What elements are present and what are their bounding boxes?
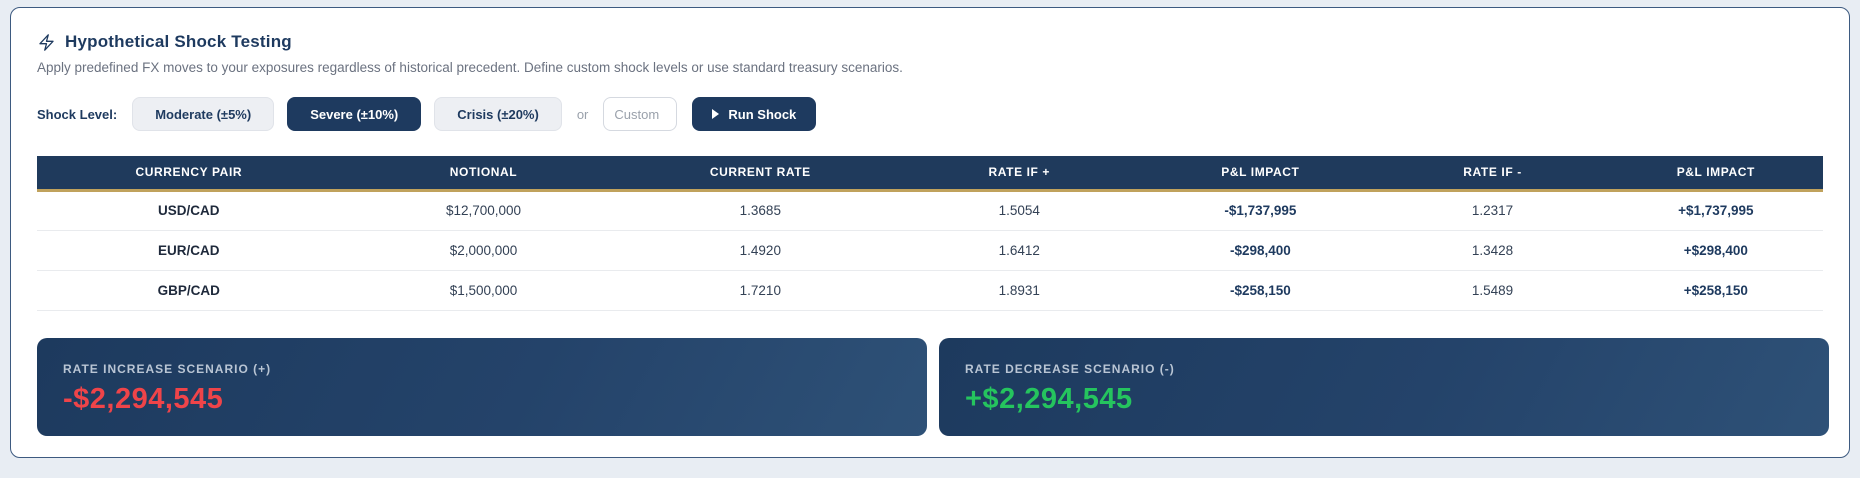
pl-impact-plus-cell: -$298,400 (1144, 230, 1377, 271)
shock-level-label: Shock Level: (37, 106, 118, 122)
pl-impact-plus-cell: -$258,150 (1144, 270, 1377, 311)
column-header-currency-pair: Currency Pair (37, 156, 341, 190)
table-row: EUR/CAD $2,000,000 1.4920 1.6412 -$298,4… (37, 230, 1823, 271)
notional-cell: $2,000,000 (340, 230, 627, 271)
run-shock-label: Run Shock (728, 106, 797, 122)
table-row: USD/CAD $12,700,000 1.3685 1.5054 -$1,73… (37, 190, 1823, 231)
rate-if-plus-cell: 1.6412 (894, 230, 1145, 271)
play-icon (712, 109, 720, 119)
or-label: or (576, 106, 589, 122)
shock-level-severe-button[interactable]: Severe (±10%) (287, 97, 422, 131)
rate-increase-scenario-label: RATE INCREASE SCENARIO (+) (63, 362, 272, 376)
lightning-bolt-icon (39, 33, 54, 51)
column-header-rate-if-minus: Rate If - (1376, 156, 1609, 190)
currency-pair-cell: EUR/CAD (37, 230, 341, 271)
column-header-pl-impact-minus: P&L Impact (1608, 156, 1823, 190)
notional-cell: $1,500,000 (340, 270, 627, 311)
page-subtitle: Apply predefined FX moves to your exposu… (37, 60, 903, 75)
run-shock-button[interactable]: Run Shock (692, 97, 817, 131)
table-row: GBP/CAD $1,500,000 1.7210 1.8931 -$258,1… (37, 270, 1823, 311)
rate-if-plus-cell: 1.5054 (894, 190, 1145, 231)
rate-if-minus-cell: 1.3428 (1376, 230, 1609, 271)
rate-if-plus-cell: 1.8931 (894, 270, 1145, 311)
shock-controls: Shock Level: Moderate (±5%) Severe (±10%… (37, 97, 1823, 131)
shock-level-moderate-button[interactable]: Moderate (±5%) (132, 97, 275, 131)
panel-header: Hypothetical Shock Testing (37, 32, 1823, 52)
current-rate-cell: 1.4920 (626, 230, 895, 271)
shock-testing-panel: Hypothetical Shock Testing Apply predefi… (10, 7, 1850, 458)
notional-cell: $12,700,000 (340, 190, 627, 231)
rate-increase-scenario-card: RATE INCREASE SCENARIO (+) -$2,294,545 (37, 338, 927, 436)
page-title: Hypothetical Shock Testing (65, 32, 292, 51)
rate-decrease-scenario-value: +$2,294,545 (965, 383, 1133, 415)
current-rate-cell: 1.3685 (626, 190, 895, 231)
table-header-row: Currency Pair Notional Current Rate Rate… (37, 156, 1823, 190)
rate-decrease-scenario-card: RATE DECREASE SCENARIO (-) +$2,294,545 (939, 338, 1829, 436)
pl-impact-minus-cell: +$1,737,995 (1608, 190, 1823, 231)
column-header-rate-if-plus: Rate If + (894, 156, 1145, 190)
column-header-notional: Notional (340, 156, 627, 190)
currency-pair-cell: USD/CAD (37, 190, 341, 231)
rate-increase-scenario-value: -$2,294,545 (63, 383, 224, 415)
shock-level-crisis-button[interactable]: Crisis (±20%) (434, 97, 562, 131)
custom-shock-input[interactable] (603, 97, 678, 131)
column-header-pl-impact-plus: P&L Impact (1144, 156, 1377, 190)
current-rate-cell: 1.7210 (626, 270, 895, 311)
shock-results-table: Currency Pair Notional Current Rate Rate… (37, 156, 1823, 311)
rate-if-minus-cell: 1.2317 (1376, 190, 1609, 231)
pl-impact-minus-cell: +$298,400 (1608, 230, 1823, 271)
rate-if-minus-cell: 1.5489 (1376, 270, 1609, 311)
pl-impact-plus-cell: -$1,737,995 (1144, 190, 1377, 231)
currency-pair-cell: GBP/CAD (37, 270, 341, 311)
rate-decrease-scenario-label: RATE DECREASE SCENARIO (-) (965, 362, 1175, 376)
pl-impact-minus-cell: +$258,150 (1608, 270, 1823, 311)
column-header-current-rate: Current Rate (626, 156, 895, 190)
scenario-summary-row: RATE INCREASE SCENARIO (+) -$2,294,545 R… (37, 338, 1829, 436)
